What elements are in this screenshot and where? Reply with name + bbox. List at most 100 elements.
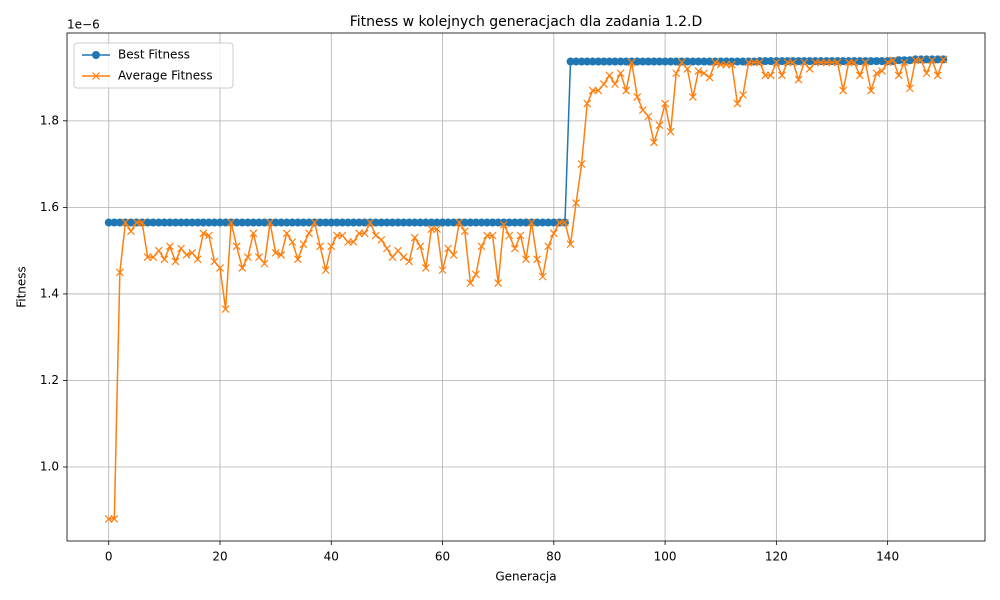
point-marker [410, 218, 419, 227]
point-marker [438, 218, 447, 227]
point-marker [510, 244, 519, 253]
point-marker [599, 57, 608, 66]
point-marker [316, 242, 325, 251]
point-marker [861, 58, 870, 67]
point-marker [566, 240, 575, 249]
point-marker [455, 218, 464, 227]
point-marker [382, 218, 391, 227]
point-marker [338, 218, 347, 227]
point-marker [466, 279, 475, 288]
plot-frame [66, 32, 986, 542]
point-marker [622, 86, 631, 95]
point-marker [566, 57, 575, 66]
point-marker [338, 231, 347, 240]
point-marker [700, 69, 708, 78]
legend-label: Best Fitness [118, 48, 190, 62]
point-marker [327, 242, 336, 251]
point-marker [255, 253, 263, 262]
point-marker [611, 80, 619, 88]
point-marker [750, 58, 759, 67]
point-marker [399, 253, 408, 262]
point-marker [92, 72, 100, 80]
point-marker [544, 242, 553, 251]
legend-box [73, 42, 234, 89]
point-marker [672, 69, 681, 78]
point-marker [522, 255, 530, 264]
point-marker [143, 218, 152, 227]
point-marker [499, 220, 508, 229]
point-marker [405, 257, 414, 266]
point-marker [572, 57, 581, 66]
point-marker [733, 57, 742, 66]
point-marker [905, 84, 914, 93]
point-marker [299, 218, 308, 227]
y-axis-label: Fitness [15, 266, 29, 308]
point-marker [783, 58, 792, 67]
point-marker [928, 56, 937, 65]
point-marker [449, 218, 458, 227]
point-marker [444, 218, 453, 227]
point-marker [761, 71, 770, 80]
point-marker [433, 225, 441, 233]
point-marker [288, 218, 297, 227]
point-marker [121, 218, 130, 227]
point-marker [522, 218, 530, 227]
point-marker [227, 218, 236, 227]
point-marker [232, 242, 241, 251]
point-marker [271, 218, 280, 227]
point-marker [855, 71, 864, 80]
point-marker [360, 218, 369, 227]
point-marker [839, 86, 848, 95]
point-marker [933, 71, 942, 80]
point-marker [299, 240, 308, 249]
point-marker [188, 218, 197, 227]
point-marker [471, 218, 480, 227]
point-marker [154, 218, 163, 227]
point-marker [394, 218, 403, 227]
point-marker [605, 57, 614, 66]
point-marker [533, 218, 542, 227]
point-marker [549, 218, 558, 227]
x-tick-label: 120 [765, 550, 788, 564]
point-marker [377, 218, 386, 227]
point-marker [655, 121, 664, 130]
point-marker [577, 57, 586, 66]
point-marker [555, 218, 564, 227]
point-marker [238, 218, 247, 227]
point-marker [138, 218, 147, 227]
x-tick-label: 60 [435, 550, 450, 564]
y-tick-label: 1.6 [40, 200, 59, 214]
point-marker [922, 69, 931, 78]
point-marker [204, 218, 213, 227]
point-marker [561, 218, 569, 227]
point-marker [421, 264, 430, 272]
point-marker [722, 60, 731, 69]
point-marker [822, 58, 831, 67]
point-marker [510, 218, 519, 227]
point-marker [644, 112, 653, 121]
point-marker [327, 218, 336, 227]
point-marker [104, 515, 113, 523]
point-marker [700, 57, 709, 66]
point-marker [460, 227, 469, 236]
series-line [108, 58, 944, 520]
point-marker [605, 71, 614, 80]
x-axis-label: Generacja [495, 570, 556, 584]
point-marker [583, 57, 592, 66]
point-marker [366, 218, 375, 227]
point-marker [282, 229, 291, 238]
point-marker [126, 218, 135, 227]
point-marker [772, 58, 781, 67]
point-marker [611, 57, 620, 66]
point-marker [649, 57, 658, 66]
point-marker [305, 229, 313, 238]
point-marker [127, 227, 135, 236]
point-marker [655, 57, 664, 66]
point-marker [460, 218, 469, 227]
point-marker [394, 246, 402, 255]
point-marker [349, 218, 358, 227]
point-marker [805, 64, 814, 73]
point-marker [572, 199, 580, 207]
point-marker [210, 218, 219, 227]
